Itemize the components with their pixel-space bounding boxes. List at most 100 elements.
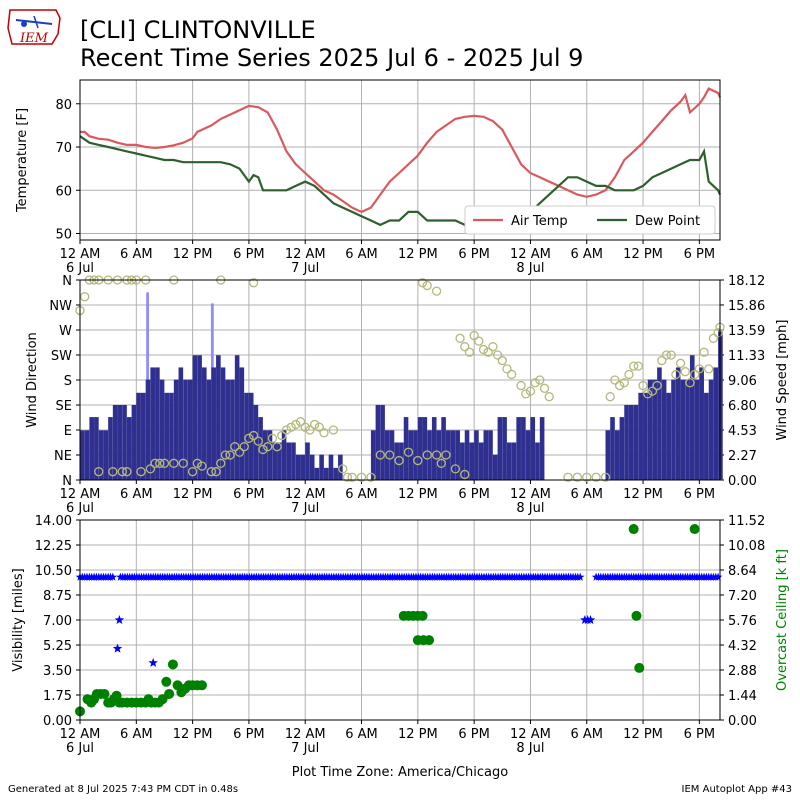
x-tick-label: 6 PM xyxy=(233,727,264,742)
chart-subtitle: Recent Time Series 2025 Jul 6 - 2025 Jul… xyxy=(80,44,584,72)
wind-speed-bar xyxy=(277,442,282,480)
wind-direction-point xyxy=(197,461,207,471)
wind-direction-point xyxy=(647,386,658,396)
wind-panel: 12 AM 6 AM 12 PM 6 PM 12 AM 6 AM 12 PM 6 PM 12 A… xyxy=(25,274,790,516)
x-axis-label: Plot Time Zone: America/Chicago xyxy=(292,765,508,780)
wind-direction-point xyxy=(502,364,512,374)
y2-tick-label-speed: 2.27 xyxy=(728,449,757,464)
wind-speed-bar xyxy=(230,379,235,480)
y-tick-label-visibility: 0.00 xyxy=(43,714,72,729)
wind-direction-point xyxy=(394,455,404,466)
wind-direction-point xyxy=(643,389,653,399)
wind-speed-bar xyxy=(187,379,193,480)
wind-direction-point xyxy=(216,458,226,468)
wind-speed-bar xyxy=(488,430,493,480)
wind-speed-bar xyxy=(399,442,404,480)
wind-direction-point xyxy=(150,458,160,468)
wind-direction-point xyxy=(187,467,198,477)
wind-direction-point xyxy=(338,464,348,474)
wind-speed-bar xyxy=(614,430,620,480)
wind-speed-bar xyxy=(605,430,611,480)
wind-direction-point xyxy=(225,450,235,460)
y-tick-label-visibility: 8.75 xyxy=(43,589,72,604)
wind-direction-point xyxy=(328,425,339,435)
wind-direction-point xyxy=(248,278,259,288)
wind-speed-bar xyxy=(497,417,503,480)
x-tick-label: 12 PM xyxy=(398,487,438,502)
y-tick-label-direction: NW xyxy=(49,299,72,314)
wind-speed-bar xyxy=(206,379,212,480)
wind-direction-point xyxy=(136,467,146,477)
wind-direction-point xyxy=(610,375,620,385)
wind-speed-bar xyxy=(89,417,94,480)
wind-direction-point xyxy=(699,347,709,357)
wind-speed-bar xyxy=(521,417,526,480)
y-tick-label-visibility: 10.50 xyxy=(35,564,72,579)
x-tick-label: 12 AM xyxy=(510,487,551,502)
wind-direction-point xyxy=(159,458,170,468)
wind-direction-point xyxy=(258,444,268,455)
wind-speed-bar xyxy=(464,430,470,480)
wind-direction-point xyxy=(605,392,615,402)
wind-speed-bar xyxy=(657,367,662,480)
x-day-label: 8 Jul xyxy=(516,741,544,756)
y-tick-label-visibility: 1.75 xyxy=(43,689,72,704)
y2-tick-label-ceiling: 2.88 xyxy=(728,664,757,679)
wind-direction-point xyxy=(530,378,540,388)
wind-direction-point xyxy=(422,450,432,460)
wind-direction-point xyxy=(192,458,202,468)
y2-tick-label-speed: 9.06 xyxy=(728,374,757,389)
x-tick-label: 6 PM xyxy=(233,247,264,262)
wind-direction-point xyxy=(582,472,592,482)
wind-direction-point xyxy=(460,342,470,352)
wind-speed-bar xyxy=(291,442,296,480)
wind-direction-point xyxy=(563,472,573,482)
wind-speed-bar xyxy=(431,417,437,480)
logo-text: IEM xyxy=(19,31,49,46)
x-tick-label: 12 AM xyxy=(60,727,101,742)
wind-direction-point xyxy=(474,336,484,346)
wind-direction-point xyxy=(633,361,644,371)
wind-direction-point xyxy=(694,364,705,374)
wind-direction-point xyxy=(417,278,428,288)
wind-speed-bar xyxy=(295,454,301,480)
x-tick-label: 12 AM xyxy=(510,727,551,742)
wind-direction-point xyxy=(291,419,301,430)
y-tick-label-visibility: 5.25 xyxy=(43,639,72,654)
y2-tick-label-ceiling: 11.52 xyxy=(728,514,765,529)
x-day-label: 6 Jul xyxy=(66,261,94,276)
ceiling-point xyxy=(164,688,175,699)
y-tick-label-direction: S xyxy=(64,374,72,389)
wind-direction-point xyxy=(366,472,376,482)
y2-axis-label: Overcast Ceiling [k ft] xyxy=(775,549,790,691)
x-tick-label: 12 AM xyxy=(285,487,326,502)
wind-speed-bar xyxy=(216,355,221,480)
y2-tick-label-speed: 4.53 xyxy=(728,424,757,439)
wind-direction-point xyxy=(591,472,601,482)
y2-tick-label-ceiling: 10.08 xyxy=(728,539,765,554)
wind-speed-bar xyxy=(694,379,700,480)
wind-direction-point xyxy=(385,450,395,460)
wind-speed-bar xyxy=(460,442,465,480)
y2-tick-label-speed: 6.80 xyxy=(728,399,757,414)
wind-speed-bar xyxy=(244,392,249,480)
wind-direction-point xyxy=(253,436,263,446)
wind-direction-point xyxy=(169,458,179,468)
wind-speed-bar xyxy=(328,454,334,480)
ceiling-point xyxy=(689,524,700,535)
wind-speed-bar xyxy=(384,430,390,480)
wind-speed-bar xyxy=(164,392,170,480)
visibility-point xyxy=(585,615,596,624)
wind-speed-bar xyxy=(145,379,151,480)
wind-speed-bar xyxy=(155,367,160,480)
x-tick-label: 12 AM xyxy=(60,487,101,502)
wind-direction-point xyxy=(521,389,531,399)
wind-direction-point xyxy=(629,361,639,371)
wind-direction-point xyxy=(680,367,690,377)
x-day-label: 7 Jul xyxy=(291,741,319,756)
y2-tick-label-speed: 11.33 xyxy=(728,349,765,364)
wind-direction-point xyxy=(220,450,231,460)
wind-direction-point xyxy=(675,358,686,368)
x-tick-label: 6 PM xyxy=(458,247,489,262)
